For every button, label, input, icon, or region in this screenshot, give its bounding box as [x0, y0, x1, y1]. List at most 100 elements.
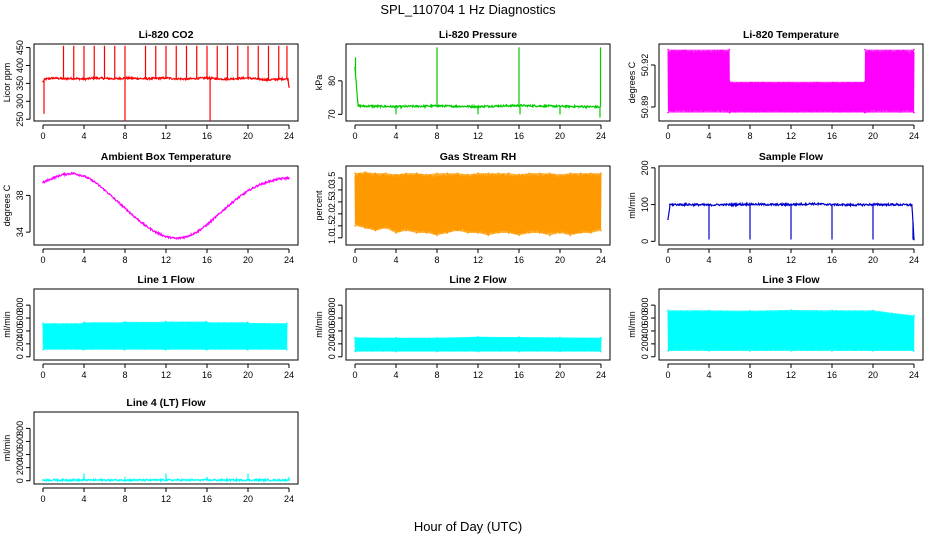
y-tick-label: 80 [327, 76, 337, 86]
x-tick-label: 20 [868, 131, 878, 141]
x-tick-label: 4 [81, 370, 86, 380]
data-point-low [728, 111, 731, 114]
series-band [668, 310, 914, 351]
x-tick-label: 16 [202, 370, 212, 380]
data-point-high [913, 48, 915, 51]
plot-frame [33, 165, 299, 246]
data-point-low [913, 350, 915, 352]
data-point-high [436, 336, 438, 339]
x-tick-label: 24 [909, 370, 919, 380]
data-point-low [415, 232, 418, 234]
y-tick-label: 0 [640, 354, 650, 359]
data-point-high [569, 172, 572, 174]
plot-frame [33, 411, 299, 485]
y-tick-label: 400 [15, 323, 25, 338]
data-point-low [708, 350, 710, 352]
data-point [93, 180, 96, 183]
x-tick-label: 0 [40, 494, 45, 504]
y-axis-label: degrees C [2, 184, 12, 226]
data-layer [42, 320, 288, 351]
y-tick-label: 800 [15, 421, 25, 436]
data-point-low [831, 350, 833, 352]
data-point-high [42, 322, 44, 325]
x-tick-label: 24 [284, 255, 294, 265]
data-layer [354, 171, 602, 237]
data-point [415, 105, 418, 108]
data-point [288, 86, 290, 88]
data-point-high [864, 81, 866, 83]
data-point-high [83, 321, 85, 324]
data-point-low [286, 348, 288, 351]
data-point [134, 77, 137, 80]
x-tick-label: 20 [868, 255, 878, 265]
data-point-low [374, 229, 377, 232]
x-tick-label: 4 [393, 131, 398, 141]
data-point-low [395, 232, 397, 234]
data-point [374, 105, 377, 108]
y-tick-label: 2.5 [327, 196, 337, 209]
data-point-low [354, 350, 356, 353]
data-point [497, 105, 500, 107]
y-tick-label: 200 [640, 336, 650, 351]
data-point-low [83, 348, 85, 351]
y-tick-label: 50.89 [640, 96, 650, 119]
x-tick-label: 16 [827, 255, 837, 265]
figure-x-axis-label: Hour of Day (UTC) [414, 519, 522, 534]
data-point [226, 205, 229, 208]
data-point [175, 237, 178, 240]
x-tick-label: 0 [352, 255, 357, 265]
panel-title: Li-820 Temperature [743, 29, 839, 41]
y-axis: 70 80 [327, 76, 343, 119]
panel-title: Li-820 Pressure [439, 29, 517, 41]
data-point-high [600, 336, 602, 339]
panel-9: Line 3 Flow 0 4 8 12 16 20 24 0 200400600800ml/mi… [627, 274, 924, 380]
x-tick-label: 12 [786, 255, 796, 265]
x-axis: 0 4 8 12 16 20 24 [40, 363, 294, 380]
x-tick-label: 16 [202, 255, 212, 265]
data-point-high [589, 172, 592, 174]
x-tick-label: 8 [434, 370, 439, 380]
data-layer [42, 171, 290, 241]
y-tick-label: 300 [15, 94, 25, 109]
data-point-low [538, 232, 541, 234]
data-point [144, 224, 147, 227]
data-layer [354, 47, 602, 118]
x-tick-label: 16 [514, 370, 524, 380]
x-tick-label: 8 [747, 131, 752, 141]
x-tick-label: 0 [40, 255, 45, 265]
data-point-high [497, 172, 500, 174]
panel-3: Li-820 Temperature 0 4 8 12 16 20 24 50.89 50.92d… [627, 29, 924, 141]
y-tick-label: 200 [640, 160, 650, 175]
plot-frame [658, 165, 924, 246]
x-tick-label: 4 [393, 255, 398, 265]
x-axis: 0 4 8 12 16 20 24 [665, 363, 919, 380]
data-layer [667, 309, 915, 352]
data-point-high [425, 173, 428, 176]
data-point [62, 173, 65, 176]
data-layer [667, 48, 915, 114]
y-axis-label: degrees C [627, 61, 637, 103]
data-point-low [528, 232, 531, 234]
series-line [42, 171, 290, 241]
data-point-high [456, 172, 459, 174]
data-point-low [436, 350, 438, 353]
data-point-low [395, 350, 397, 353]
data-point [216, 214, 219, 217]
data-point [52, 177, 55, 179]
data-point-low [425, 232, 428, 234]
data-point-low [507, 232, 510, 234]
y-tick-label: 400 [15, 58, 25, 73]
y-axis-label: ml/min [2, 435, 12, 462]
x-axis: 0 4 8 12 16 20 24 [40, 487, 294, 504]
data-point-high [286, 322, 288, 325]
data-point-high [206, 321, 208, 324]
data-point [42, 181, 44, 184]
data-point-high [405, 172, 408, 174]
data-point-high [872, 309, 874, 312]
x-tick-label: 12 [161, 131, 171, 141]
x-tick-label: 20 [868, 370, 878, 380]
data-point [52, 77, 55, 79]
data-point-high [548, 172, 551, 174]
data-point-low [405, 229, 408, 232]
